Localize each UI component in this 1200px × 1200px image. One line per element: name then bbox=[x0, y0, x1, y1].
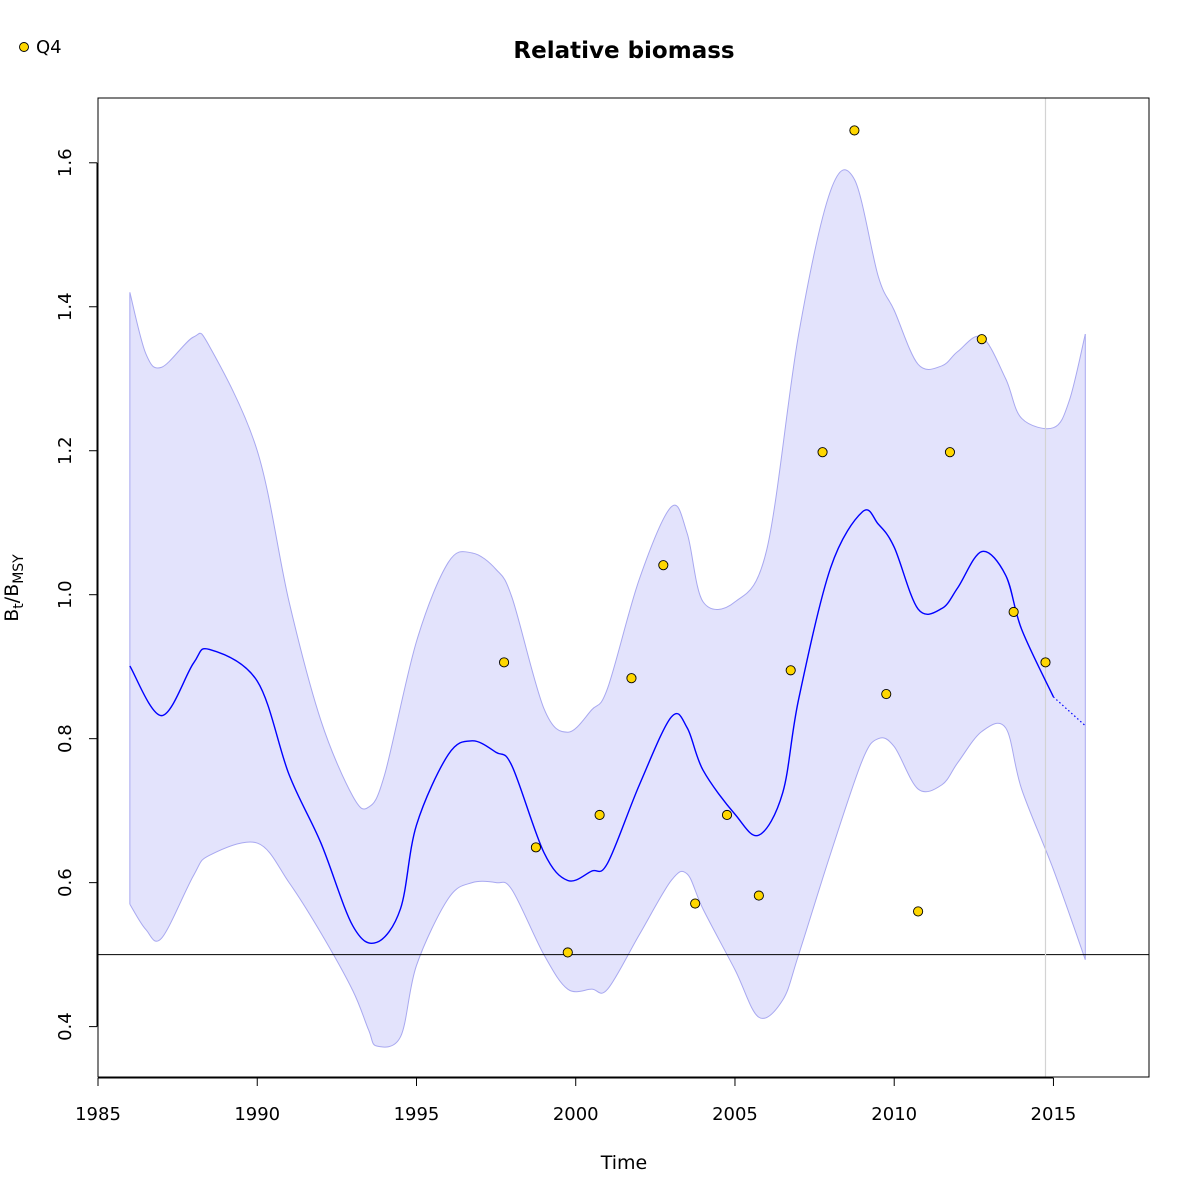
x-tick-label: 1990 bbox=[234, 1104, 280, 1125]
x-axis-label: Time bbox=[600, 1152, 648, 1174]
chart-title: Relative biomass bbox=[513, 38, 734, 64]
data-point bbox=[881, 688, 892, 700]
legend: Q4 bbox=[19, 37, 62, 58]
y-tick-label: 1.2 bbox=[55, 436, 76, 465]
data-point bbox=[753, 890, 764, 901]
data-point bbox=[530, 842, 541, 853]
data-point bbox=[658, 560, 669, 571]
plot-frame bbox=[97, 97, 1150, 1078]
y-axis-label: Bt/BMSY bbox=[1, 554, 27, 622]
forecast-line bbox=[1053, 696, 1086, 727]
y-axis-label-main: B bbox=[1, 609, 23, 622]
data-point bbox=[562, 947, 573, 958]
band-lower-edge bbox=[129, 722, 1086, 1048]
x-tick-label: 1995 bbox=[394, 1104, 440, 1125]
y-axis-label-sub1: t bbox=[11, 603, 27, 609]
y-axis: 0.4 0.6 0.8 1.0 1.2 1.4 1.6 bbox=[55, 148, 98, 1041]
y-tick-label: 0.4 bbox=[55, 1012, 76, 1041]
band-upper-edge bbox=[129, 169, 1086, 810]
data-point bbox=[626, 673, 637, 684]
data-point bbox=[944, 447, 955, 458]
data-point bbox=[849, 125, 860, 136]
y-tick-label: 1.0 bbox=[55, 580, 76, 609]
x-tick-label: 2010 bbox=[871, 1104, 917, 1125]
estimate-line bbox=[129, 509, 1055, 945]
y-axis-label-slash: /B bbox=[1, 584, 23, 603]
plot-area bbox=[98, 98, 1149, 1077]
y-tick-label: 1.6 bbox=[55, 148, 76, 177]
x-tick-label: 2000 bbox=[553, 1104, 599, 1125]
y-tick-label: 1.4 bbox=[55, 292, 76, 321]
data-point bbox=[499, 657, 510, 668]
data-point bbox=[594, 809, 605, 821]
data-point bbox=[976, 334, 987, 345]
data-point bbox=[785, 665, 796, 676]
confidence-band bbox=[129, 169, 1086, 1048]
legend-marker bbox=[19, 42, 29, 52]
y-axis-label-sub2: MSY bbox=[11, 554, 27, 584]
data-point bbox=[913, 906, 924, 917]
y-tick-label: 0.6 bbox=[55, 868, 76, 897]
x-tick-label: 2015 bbox=[1031, 1104, 1077, 1125]
data-point bbox=[721, 809, 733, 821]
data-point bbox=[1008, 606, 1019, 618]
x-tick-label: 2005 bbox=[712, 1104, 758, 1125]
y-tick-label: 0.8 bbox=[55, 724, 76, 753]
data-point bbox=[817, 447, 828, 458]
data-point bbox=[690, 898, 701, 909]
x-tick-label: 1985 bbox=[75, 1104, 121, 1125]
data-point bbox=[1040, 657, 1051, 668]
x-axis: 1985 1990 1995 2000 2005 2010 2015 bbox=[75, 1077, 1077, 1125]
legend-label: Q4 bbox=[36, 37, 62, 58]
